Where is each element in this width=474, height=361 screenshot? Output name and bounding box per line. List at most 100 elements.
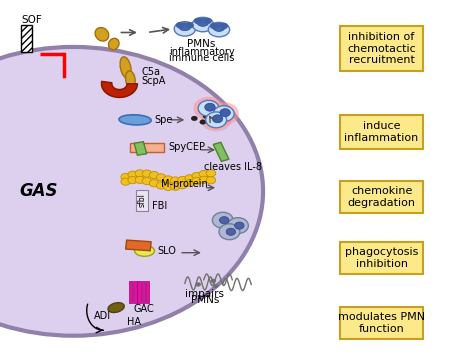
Wedge shape <box>101 81 137 97</box>
Text: GAC: GAC <box>134 304 155 314</box>
Circle shape <box>185 22 194 29</box>
Bar <box>126 240 151 251</box>
Circle shape <box>142 170 152 177</box>
Circle shape <box>191 116 198 121</box>
Circle shape <box>164 176 173 183</box>
Circle shape <box>219 23 228 29</box>
Ellipse shape <box>192 17 213 32</box>
Ellipse shape <box>119 115 151 125</box>
Circle shape <box>171 177 180 184</box>
Text: impairs: impairs <box>185 289 224 299</box>
Text: immune cells: immune cells <box>169 53 234 64</box>
Circle shape <box>212 212 233 228</box>
Text: HA: HA <box>127 317 141 327</box>
Circle shape <box>220 109 230 117</box>
Text: Spe: Spe <box>154 115 173 125</box>
Circle shape <box>156 182 166 189</box>
FancyBboxPatch shape <box>340 307 423 339</box>
Ellipse shape <box>179 23 191 31</box>
Circle shape <box>195 282 201 287</box>
Text: sfbI: sfbI <box>138 193 146 207</box>
Text: PMNs: PMNs <box>191 295 219 305</box>
Circle shape <box>219 224 240 240</box>
Circle shape <box>135 176 145 183</box>
Circle shape <box>128 171 137 178</box>
Circle shape <box>128 177 137 184</box>
Text: chemokine
degradation: chemokine degradation <box>347 186 416 208</box>
Ellipse shape <box>174 22 195 36</box>
FancyBboxPatch shape <box>340 115 423 149</box>
Ellipse shape <box>109 38 119 50</box>
Bar <box>133 281 137 303</box>
Text: ScpA: ScpA <box>141 76 165 86</box>
Text: GAS: GAS <box>19 182 57 200</box>
Circle shape <box>149 180 159 187</box>
Circle shape <box>149 171 159 179</box>
Circle shape <box>185 179 194 187</box>
FancyBboxPatch shape <box>340 26 423 71</box>
Text: modulates PMN
function: modulates PMN function <box>338 312 425 334</box>
Text: ADI: ADI <box>94 311 111 321</box>
Circle shape <box>228 218 248 234</box>
Text: FBI: FBI <box>152 201 167 212</box>
Circle shape <box>193 97 224 120</box>
Bar <box>130 143 164 152</box>
Circle shape <box>201 108 231 131</box>
FancyBboxPatch shape <box>340 180 423 213</box>
Circle shape <box>142 178 152 185</box>
Bar <box>137 281 141 303</box>
FancyBboxPatch shape <box>340 242 423 274</box>
Bar <box>213 142 229 161</box>
Circle shape <box>178 177 187 184</box>
Text: C5a: C5a <box>141 67 160 77</box>
Circle shape <box>178 182 187 189</box>
Circle shape <box>192 177 201 184</box>
Ellipse shape <box>95 27 109 41</box>
Circle shape <box>210 23 219 29</box>
Bar <box>21 25 32 52</box>
Text: SpyCEP: SpyCEP <box>168 142 205 152</box>
Circle shape <box>213 284 219 288</box>
Ellipse shape <box>108 303 124 313</box>
Circle shape <box>210 279 216 283</box>
Circle shape <box>205 103 215 111</box>
Text: SLO: SLO <box>158 246 177 256</box>
Circle shape <box>199 176 209 183</box>
Circle shape <box>213 106 234 122</box>
Circle shape <box>199 170 209 178</box>
Circle shape <box>121 173 130 180</box>
Ellipse shape <box>135 245 155 256</box>
Ellipse shape <box>213 23 225 31</box>
Text: SOF: SOF <box>21 15 42 25</box>
Circle shape <box>176 22 184 29</box>
Circle shape <box>135 170 145 177</box>
Circle shape <box>171 183 180 190</box>
Circle shape <box>164 183 173 191</box>
Circle shape <box>235 222 244 229</box>
Text: M-protein: M-protein <box>161 179 208 189</box>
Circle shape <box>212 115 223 123</box>
Circle shape <box>209 102 239 125</box>
Circle shape <box>219 217 229 224</box>
Ellipse shape <box>126 71 135 88</box>
Text: phagocytosis
inhibition: phagocytosis inhibition <box>345 247 418 269</box>
Circle shape <box>198 100 219 116</box>
Circle shape <box>194 18 202 24</box>
Circle shape <box>185 175 194 182</box>
Bar <box>146 281 149 303</box>
Bar <box>136 190 148 211</box>
Circle shape <box>121 178 130 185</box>
Circle shape <box>0 47 263 336</box>
Text: inhibition of
chemotactic
recruitment: inhibition of chemotactic recruitment <box>347 32 416 65</box>
Bar <box>129 281 132 303</box>
Circle shape <box>206 177 216 184</box>
Ellipse shape <box>209 22 229 37</box>
Text: induce
inflammation: induce inflammation <box>345 121 419 143</box>
Circle shape <box>226 228 236 235</box>
Circle shape <box>206 170 216 177</box>
Ellipse shape <box>197 18 209 26</box>
Circle shape <box>192 172 201 179</box>
Circle shape <box>200 119 206 125</box>
Text: inflammatory: inflammatory <box>169 47 234 57</box>
Ellipse shape <box>120 57 131 78</box>
